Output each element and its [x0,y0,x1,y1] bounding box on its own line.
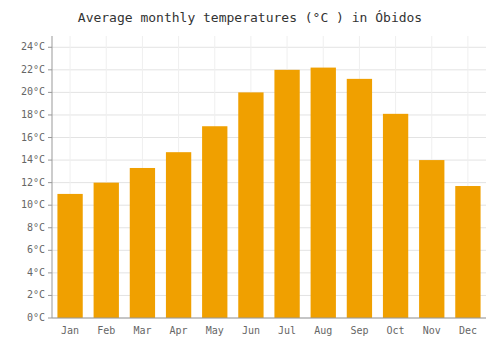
x-tick-label: Oct [387,325,405,336]
y-grid-line [52,47,486,48]
y-tick-label: 2°C [27,289,45,300]
bar [166,152,191,318]
y-grid-line [52,114,486,115]
bar [311,68,336,318]
chart: 0°C 2°C 4°C 6°C 8°C 10°C 12°C 14°C 16°C 18°C 20°C 2… [0,0,500,350]
x-axis-line [52,318,486,319]
bar [347,79,372,318]
y-tick-label: 22°C [21,64,45,75]
y-tick [48,47,52,48]
bar [202,126,227,318]
y-tick [48,69,52,70]
x-tick-label: Nov [423,325,441,336]
y-tick [48,205,52,206]
y-tick [48,318,52,319]
bar [455,186,480,318]
y-tick-label: 8°C [27,222,45,233]
y-grid-line [52,92,486,93]
x-tick-label: May [206,325,224,336]
y-grid-line [52,69,486,70]
bar [274,70,299,318]
y-tick-label: 14°C [21,154,45,165]
x-tick-label: Apr [170,325,188,336]
grid [52,36,486,318]
y-tick [48,92,52,93]
bar [383,114,408,318]
chart-container: 0°C 2°C 4°C 6°C 8°C 10°C 12°C 14°C 16°C 18°C 20°C 2… [0,0,500,350]
y-tick [48,182,52,183]
x-tick-label: Sep [350,325,368,336]
x-tick-label: Feb [97,325,115,336]
y-tick [48,250,52,251]
y-tick [48,137,52,138]
x-tick-label: Jan [61,325,79,336]
x-tick-label: Dec [459,325,477,336]
y-tick [48,114,52,115]
bars [57,68,480,318]
x-tick-label: Mar [133,325,151,336]
x-tick-label: Jun [242,325,260,336]
y-axis-line [52,36,53,318]
bar [419,160,444,318]
y-tick-label: 6°C [27,244,45,255]
y-tick-label: 16°C [21,132,45,143]
y-tick [48,295,52,296]
y-grid-line [52,318,486,319]
y-grid-line [52,137,486,138]
bar [94,183,119,318]
y-tick [48,227,52,228]
y-tick-label: 18°C [21,109,45,120]
y-tick-label: 12°C [21,177,45,188]
y-tick [48,160,52,161]
y-tick-label: 24°C [21,41,45,52]
y-tick-label: 0°C [27,312,45,323]
y-tick-label: 20°C [21,86,45,97]
bar [57,194,82,318]
y-tick-label: 10°C [21,199,45,210]
title: Average monthly temperatures (°C ) in Ób… [78,10,422,25]
x-tick-label: Jul [278,325,296,336]
y-tick-label: 4°C [27,267,45,278]
bar [238,92,263,318]
x-tick-label: Aug [314,325,332,336]
y-tick [48,272,52,273]
bar [130,168,155,318]
